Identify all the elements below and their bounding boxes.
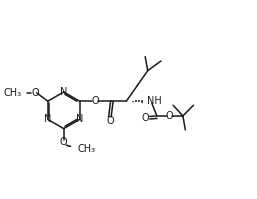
- Text: O: O: [166, 111, 173, 121]
- Text: N: N: [60, 87, 67, 97]
- Text: CH₃: CH₃: [77, 144, 95, 154]
- Text: CH₃: CH₃: [4, 88, 22, 98]
- Text: O: O: [141, 113, 149, 123]
- Text: N: N: [44, 114, 52, 124]
- Text: O: O: [60, 137, 68, 147]
- Text: O: O: [31, 88, 39, 98]
- Text: N: N: [76, 114, 83, 124]
- Text: O: O: [106, 116, 114, 127]
- Text: O: O: [91, 96, 99, 106]
- Text: NH: NH: [147, 96, 162, 106]
